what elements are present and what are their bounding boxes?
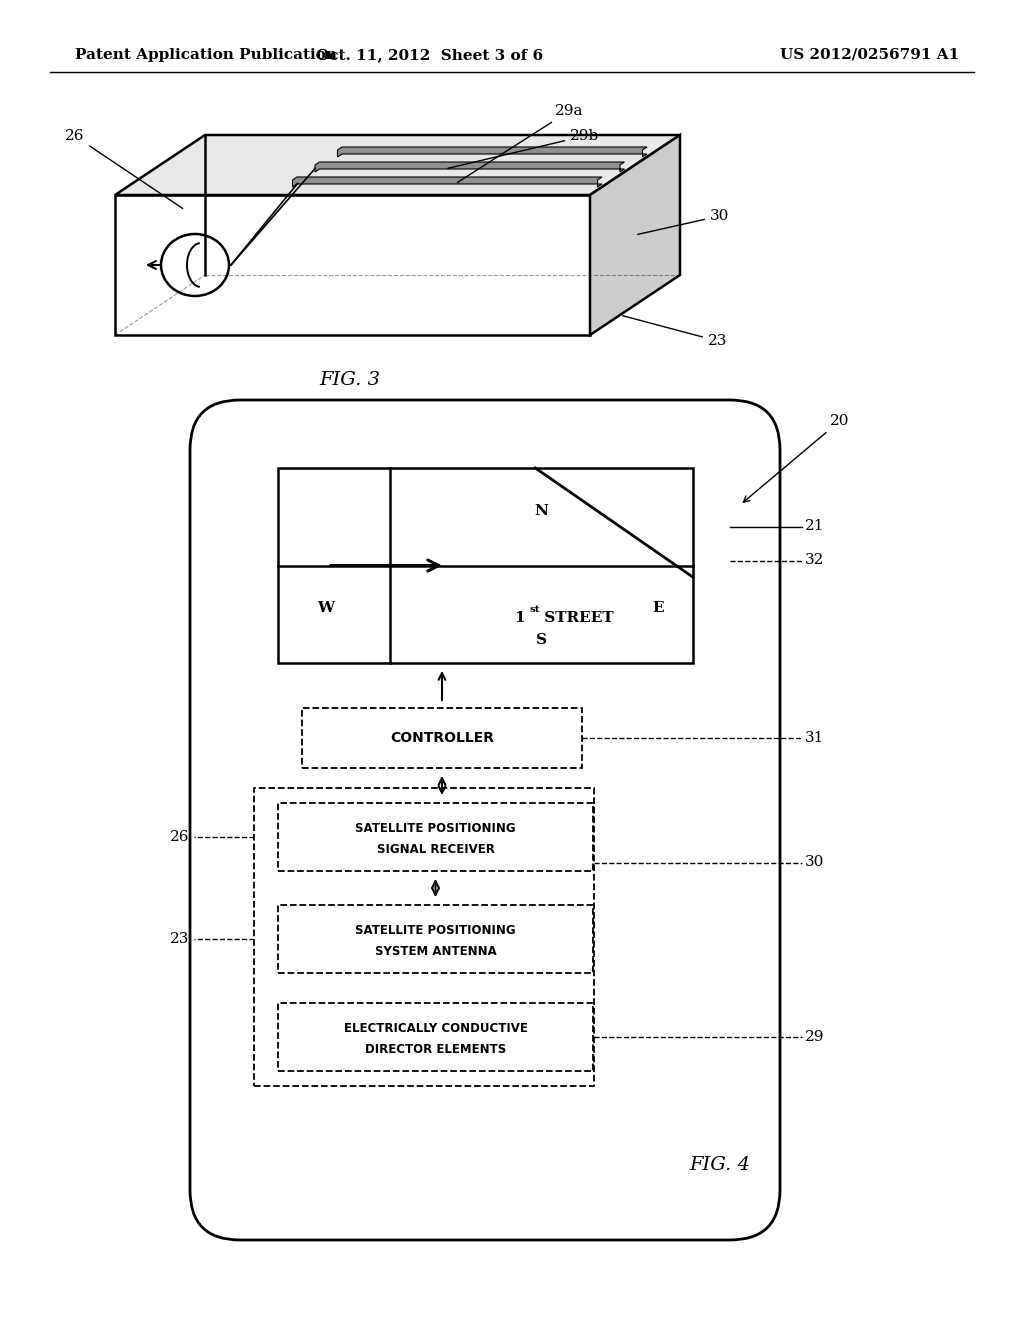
Polygon shape bbox=[590, 135, 680, 335]
Text: E: E bbox=[652, 602, 664, 615]
Text: 32: 32 bbox=[805, 553, 824, 568]
Text: 30: 30 bbox=[638, 209, 729, 235]
Polygon shape bbox=[278, 469, 693, 663]
Text: FIG. 3: FIG. 3 bbox=[319, 371, 381, 389]
Text: 31: 31 bbox=[805, 731, 824, 744]
Text: SATELLITE POSITIONING: SATELLITE POSITIONING bbox=[355, 924, 516, 937]
Text: 26: 26 bbox=[170, 830, 189, 843]
Text: FIG. 4: FIG. 4 bbox=[689, 1156, 751, 1173]
Text: SIGNAL RECEIVER: SIGNAL RECEIVER bbox=[377, 842, 495, 855]
Text: 29a: 29a bbox=[458, 104, 584, 182]
Ellipse shape bbox=[161, 234, 229, 296]
Text: ELECTRICALLY CONDUCTIVE: ELECTRICALLY CONDUCTIVE bbox=[344, 1022, 527, 1035]
FancyBboxPatch shape bbox=[278, 906, 593, 973]
Text: st: st bbox=[529, 605, 540, 614]
Text: STREET: STREET bbox=[539, 611, 613, 626]
Text: SATELLITE POSITIONING: SATELLITE POSITIONING bbox=[355, 822, 516, 836]
FancyBboxPatch shape bbox=[190, 400, 780, 1239]
Polygon shape bbox=[115, 195, 590, 335]
FancyBboxPatch shape bbox=[278, 803, 593, 871]
Text: 20: 20 bbox=[743, 414, 850, 502]
Text: 23: 23 bbox=[170, 932, 189, 946]
Text: 1: 1 bbox=[514, 611, 524, 626]
Text: SYSTEM ANTENNA: SYSTEM ANTENNA bbox=[375, 945, 497, 958]
Text: W: W bbox=[317, 602, 334, 615]
Polygon shape bbox=[315, 162, 625, 172]
Text: 29b: 29b bbox=[447, 129, 599, 169]
Text: S: S bbox=[536, 632, 547, 647]
Polygon shape bbox=[293, 177, 602, 187]
Text: 29: 29 bbox=[805, 1030, 824, 1044]
Text: N: N bbox=[535, 504, 549, 517]
Text: 30: 30 bbox=[805, 855, 824, 870]
Text: 26: 26 bbox=[65, 129, 182, 209]
FancyBboxPatch shape bbox=[278, 1003, 593, 1071]
Polygon shape bbox=[338, 147, 647, 157]
Text: 21: 21 bbox=[805, 520, 824, 533]
Text: Oct. 11, 2012  Sheet 3 of 6: Oct. 11, 2012 Sheet 3 of 6 bbox=[316, 48, 544, 62]
Polygon shape bbox=[115, 135, 680, 195]
Text: CONTROLLER: CONTROLLER bbox=[390, 731, 494, 744]
FancyBboxPatch shape bbox=[302, 708, 582, 768]
Text: US 2012/0256791 A1: US 2012/0256791 A1 bbox=[780, 48, 959, 62]
Text: Patent Application Publication: Patent Application Publication bbox=[75, 48, 337, 62]
Text: 23: 23 bbox=[623, 315, 727, 348]
Text: DIRECTOR ELEMENTS: DIRECTOR ELEMENTS bbox=[365, 1043, 506, 1056]
